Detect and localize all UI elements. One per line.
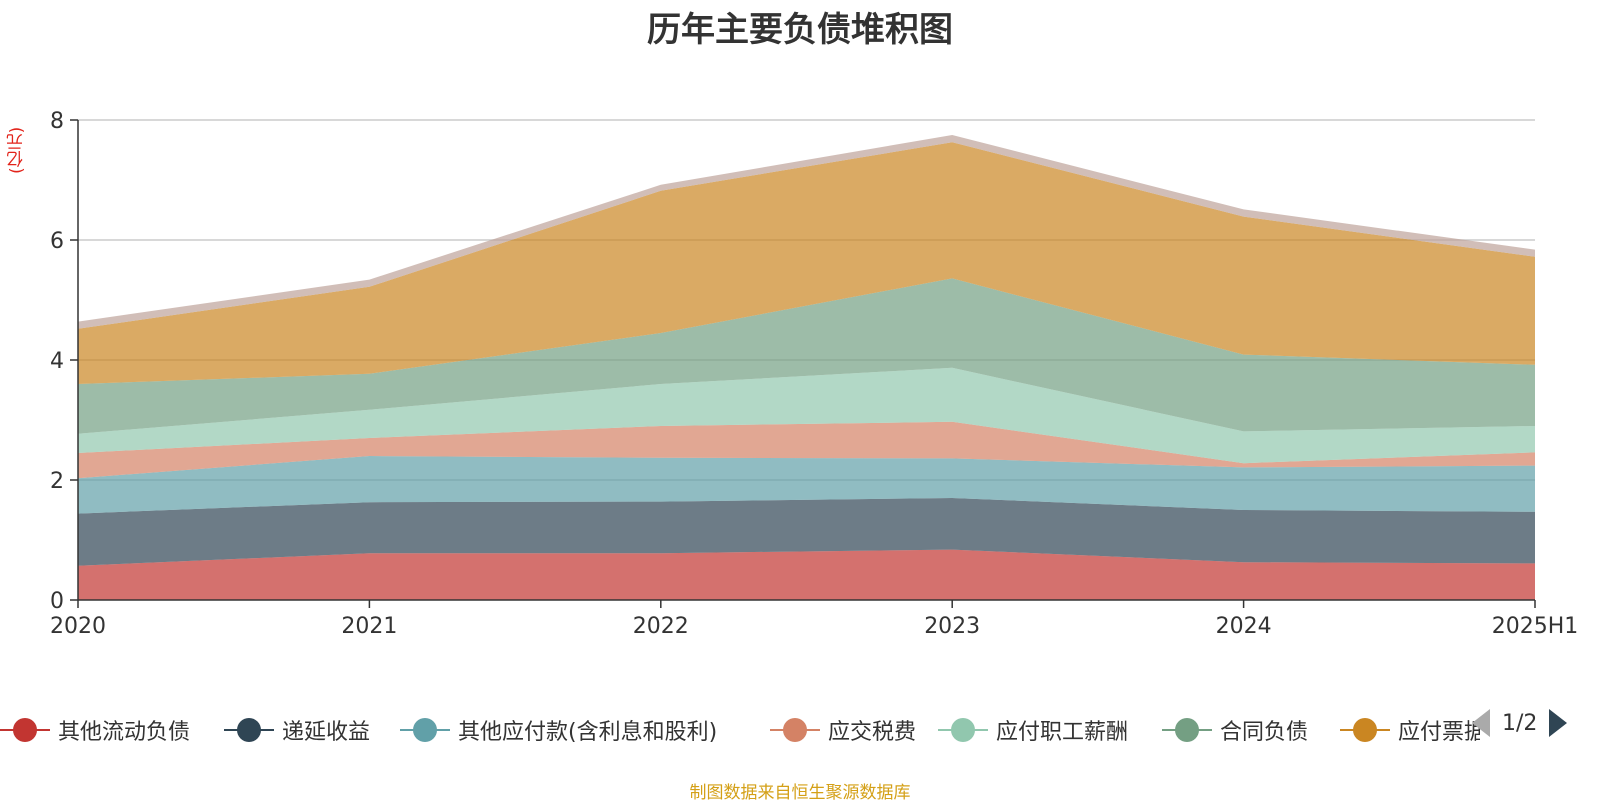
- legend-item[interactable]: 其他应付款(含利息和股利): [400, 710, 717, 750]
- x-tick-label: 2024: [1216, 614, 1272, 639]
- legend-item[interactable]: 其他流动负债: [0, 710, 190, 750]
- area-其他流动负债: [78, 549, 1535, 600]
- x-tick-label: 2025H1: [1492, 614, 1579, 639]
- legend-marker-icon: [1340, 717, 1390, 743]
- area-应交税费: [78, 421, 1535, 479]
- legend-next-icon[interactable]: [1549, 709, 1568, 737]
- legend-label: 其他流动负债: [58, 720, 191, 745]
- legend-marker-icon: [400, 717, 450, 743]
- legend-item[interactable]: 应付票据: [1340, 710, 1480, 750]
- legend-item[interactable]: 合同负债: [1162, 710, 1308, 750]
- legend-prev-icon[interactable]: [1472, 709, 1490, 737]
- legend-marker-icon: [0, 717, 50, 743]
- data-source-note: 制图数据来自恒生聚源数据库: [689, 783, 911, 803]
- legend-item[interactable]: 应付职工薪酬: [938, 710, 1128, 750]
- legend-page-indicator: 1/2: [1502, 710, 1538, 736]
- y-tick-label: 8: [50, 109, 64, 134]
- legend-item[interactable]: 递延收益: [224, 710, 370, 750]
- area-合同负债: [78, 278, 1535, 434]
- legend-label: 其他应付款(含利息和股利): [458, 720, 718, 745]
- area-其他应付款(含利息和股利): [78, 456, 1535, 514]
- x-tick-label: 2021: [341, 614, 397, 639]
- chart-title: 历年主要负债堆积图: [647, 10, 953, 50]
- legend-label: 应付职工薪酬: [996, 720, 1129, 745]
- legend-marker-icon: [770, 717, 820, 743]
- legend-label: 应交税费: [828, 720, 917, 745]
- area-应付职工薪酬: [78, 367, 1535, 464]
- legend: 其他流动负债 递延收益 其他应付款(含利息和股利) 应交税费 应付职工薪酬 合同负债 应付票…: [0, 710, 1480, 750]
- legend-label: 应付票据: [1398, 720, 1480, 745]
- y-tick-label: 6: [50, 229, 64, 254]
- legend-marker-icon: [938, 717, 988, 743]
- legend-item[interactable]: 应交税费: [770, 710, 916, 750]
- stacked-area-chart: 0 2 4 6 8 2020 2021 2022 2023 2024 2025H1: [50, 109, 1578, 639]
- axes: 0 2 4 6 8 2020 2021 2022 2023 2024 2025H1: [50, 109, 1578, 639]
- y-tick-label: 2: [50, 469, 64, 494]
- legend-label: 合同负债: [1220, 720, 1309, 745]
- y-tick-label: 4: [50, 349, 64, 374]
- x-tick-label: 2022: [633, 614, 689, 639]
- area-应付票据: [78, 142, 1535, 384]
- legend-marker-icon: [1162, 717, 1212, 743]
- area-series-layer: [78, 135, 1535, 600]
- legend-pager: 1/2: [1472, 703, 1568, 743]
- legend-marker-icon: [224, 717, 274, 743]
- area-递延收益: [78, 498, 1535, 566]
- legend-label: 递延收益: [282, 720, 371, 745]
- x-tick-label: 2020: [50, 614, 106, 639]
- x-tick-label: 2023: [924, 614, 980, 639]
- y-tick-label: 0: [50, 589, 64, 614]
